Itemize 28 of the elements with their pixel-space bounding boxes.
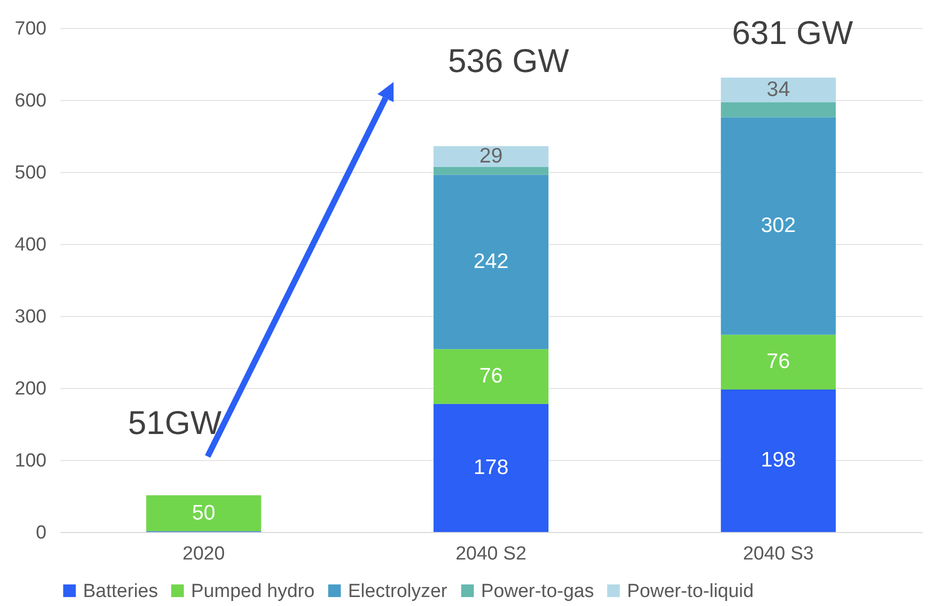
data-label: 29 <box>479 144 503 168</box>
x-tick-label: 2040 S2 <box>456 544 526 564</box>
y-tick-label: 500 <box>14 162 46 184</box>
legend-label: Electrolyzer <box>348 580 448 602</box>
data-label: 34 <box>766 78 790 101</box>
legend-label: Power-to-liquid <box>627 580 754 602</box>
y-tick-label: 300 <box>14 306 46 328</box>
annotation: 536 GW <box>448 42 570 79</box>
legend-label: Power-to-gas <box>481 580 594 602</box>
annotation: 51GW <box>128 404 222 441</box>
y-tick-label: 700 <box>14 18 46 40</box>
annotation: 631 GW <box>732 14 854 51</box>
y-tick-label: 200 <box>14 378 46 400</box>
legend-label: Batteries <box>83 580 158 602</box>
x-tick-label: 2020 <box>182 544 225 564</box>
x-tick-label: 2040 S3 <box>742 544 814 564</box>
y-tick-label: 400 <box>14 234 46 256</box>
data-label: 178 <box>473 456 509 479</box>
y-tick-label: 100 <box>14 450 46 472</box>
y-tick-label: 600 <box>14 90 46 112</box>
data-label: 198 <box>760 448 796 472</box>
data-label: 50 <box>192 501 216 524</box>
data-label: 76 <box>766 350 790 374</box>
data-label: 76 <box>479 364 503 388</box>
data-label: 242 <box>473 250 509 273</box>
y-tick-label: 0 <box>36 522 46 544</box>
legend-label: Pumped hydro <box>191 580 315 602</box>
data-label: 302 <box>760 214 796 237</box>
